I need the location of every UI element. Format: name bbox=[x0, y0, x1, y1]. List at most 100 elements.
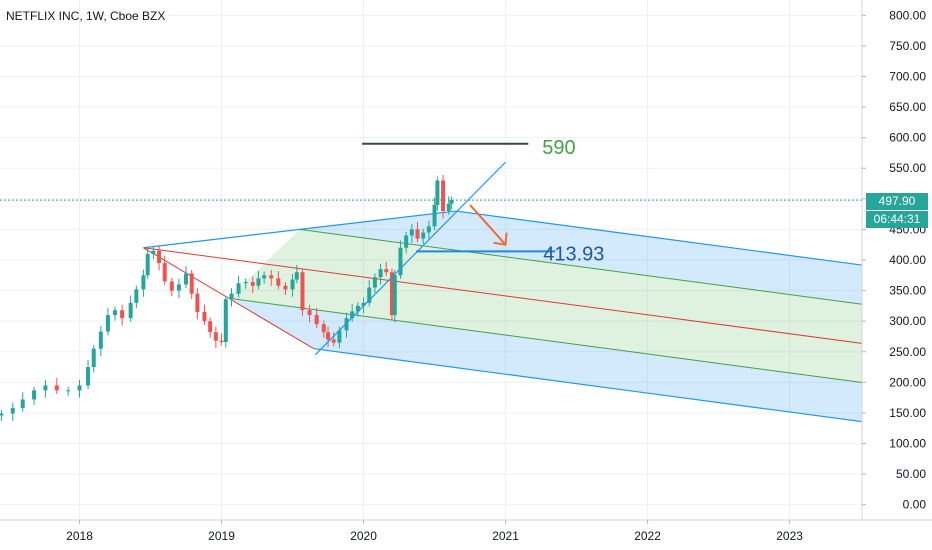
candle-body[interactable] bbox=[32, 390, 37, 400]
price-axis[interactable]: 0.00 50.00 100.00 150.00 200.00 250.00 300.00 3… bbox=[861, 0, 932, 550]
candle-body[interactable] bbox=[162, 263, 167, 282]
candle-body[interactable] bbox=[91, 348, 96, 368]
candle-body[interactable] bbox=[321, 324, 326, 333]
candle-body[interactable] bbox=[409, 229, 414, 236]
candle-body[interactable] bbox=[361, 302, 366, 306]
candle-body[interactable] bbox=[398, 247, 403, 276]
candle-body[interactable] bbox=[176, 284, 181, 291]
candle-body[interactable] bbox=[314, 315, 319, 325]
candle-body[interactable] bbox=[243, 282, 248, 284]
time-axis-background bbox=[0, 520, 862, 550]
candle-body[interactable] bbox=[236, 283, 241, 294]
last-price-badge: 497.90 bbox=[866, 193, 928, 210]
candle-body[interactable] bbox=[208, 321, 213, 333]
price-tick-label: 150.00 bbox=[889, 406, 926, 420]
price-tick-label: 0.00 bbox=[903, 498, 927, 512]
candle-body[interactable] bbox=[384, 269, 389, 273]
candle-body[interactable] bbox=[98, 331, 103, 349]
candle-body[interactable] bbox=[300, 272, 305, 311]
pitchfork-upper-zone bbox=[299, 211, 923, 313]
pitchfork-lower-line[interactable] bbox=[313, 348, 923, 431]
candle-body[interactable] bbox=[223, 299, 228, 342]
candle-body[interactable] bbox=[43, 385, 48, 391]
candle-body[interactable] bbox=[195, 293, 200, 312]
time-tick-label: 2020 bbox=[350, 529, 377, 543]
candle-body[interactable] bbox=[66, 390, 71, 392]
candle-body[interactable] bbox=[0, 413, 4, 416]
projection-arrow-head bbox=[493, 232, 508, 246]
candle-body[interactable] bbox=[256, 278, 261, 286]
candle-body[interactable] bbox=[213, 332, 218, 341]
level-label-590: 590 bbox=[542, 137, 575, 159]
candle-body[interactable] bbox=[86, 367, 91, 386]
price-tick-label: 650.00 bbox=[889, 100, 926, 114]
candle-body[interactable] bbox=[262, 275, 267, 279]
candle-body[interactable] bbox=[415, 229, 420, 239]
candle-body[interactable] bbox=[250, 282, 255, 286]
candle-body[interactable] bbox=[307, 310, 312, 316]
candle-body[interactable] bbox=[105, 315, 110, 332]
candle-body[interactable] bbox=[426, 226, 431, 233]
candle-body[interactable] bbox=[294, 272, 299, 280]
candle-body[interactable] bbox=[219, 340, 224, 342]
candle-body[interactable] bbox=[446, 203, 451, 212]
trend-drawings[interactable]: 590 413.93 bbox=[0, 137, 862, 356]
candle-body[interactable] bbox=[10, 408, 15, 414]
pitchfork-handle-upper[interactable] bbox=[143, 210, 456, 249]
time-tick-label: 2021 bbox=[492, 529, 519, 543]
candle-body[interactable] bbox=[134, 289, 139, 303]
time-axis[interactable]: 2018 2019 2020 2021 2022 2023 bbox=[0, 519, 932, 550]
candle-body[interactable] bbox=[331, 339, 336, 343]
candle-body[interactable] bbox=[378, 269, 383, 278]
projection-arrow-shaft[interactable] bbox=[469, 204, 507, 246]
price-tick-label: 600.00 bbox=[889, 131, 926, 145]
candle-body[interactable] bbox=[435, 180, 440, 205]
candle-body[interactable] bbox=[421, 232, 426, 239]
candle-body[interactable] bbox=[151, 250, 156, 254]
pitchfork-inner-upper-line[interactable] bbox=[299, 228, 923, 313]
time-tick-label: 2023 bbox=[776, 529, 803, 543]
candle-body[interactable] bbox=[157, 250, 162, 264]
candle-body[interactable] bbox=[389, 272, 394, 316]
price-tick-label: 50.00 bbox=[896, 467, 926, 481]
candle-body[interactable] bbox=[404, 235, 409, 248]
candle-body[interactable] bbox=[441, 180, 446, 212]
candle-body[interactable] bbox=[432, 204, 437, 227]
candle-body[interactable] bbox=[276, 278, 281, 286]
candle-body[interactable] bbox=[120, 310, 125, 319]
candle-body[interactable] bbox=[184, 273, 189, 285]
candle-body[interactable] bbox=[269, 275, 274, 279]
candle-body[interactable] bbox=[367, 287, 372, 303]
candle-body[interactable] bbox=[355, 305, 360, 312]
candle-body[interactable] bbox=[141, 275, 146, 290]
candle-body[interactable] bbox=[337, 330, 342, 343]
candle-body[interactable] bbox=[145, 253, 150, 276]
candle-body[interactable] bbox=[128, 302, 133, 319]
trend-line[interactable] bbox=[314, 161, 506, 356]
time-tick-label: 2022 bbox=[634, 529, 661, 543]
candle-body[interactable] bbox=[169, 281, 174, 291]
candlestick-series[interactable] bbox=[0, 174, 454, 421]
candle-body[interactable] bbox=[229, 293, 234, 300]
pitchfork-upper-line[interactable] bbox=[455, 210, 923, 274]
candle-body[interactable] bbox=[449, 200, 454, 204]
candle-body[interactable] bbox=[372, 277, 377, 288]
candle-body[interactable] bbox=[202, 312, 207, 322]
price-axis-background bbox=[862, 0, 932, 550]
pitchfork-inner-lower-line[interactable] bbox=[228, 297, 923, 391]
pitchfork-median-line[interactable] bbox=[143, 247, 923, 352]
candle-body[interactable] bbox=[283, 285, 288, 290]
candle-body[interactable] bbox=[350, 311, 355, 319]
candle-body[interactable] bbox=[189, 273, 194, 294]
symbol-title: NETFLIX INC, 1W, Cboe BZX bbox=[6, 9, 166, 23]
candle-body[interactable] bbox=[392, 275, 397, 316]
candle-body[interactable] bbox=[113, 310, 118, 316]
candle-body[interactable] bbox=[54, 385, 59, 391]
candle-body[interactable] bbox=[77, 385, 82, 391]
candle-body[interactable] bbox=[290, 279, 295, 290]
candle-body[interactable] bbox=[344, 318, 349, 331]
candle-body[interactable] bbox=[326, 332, 331, 340]
candle-body[interactable] bbox=[20, 399, 25, 409]
